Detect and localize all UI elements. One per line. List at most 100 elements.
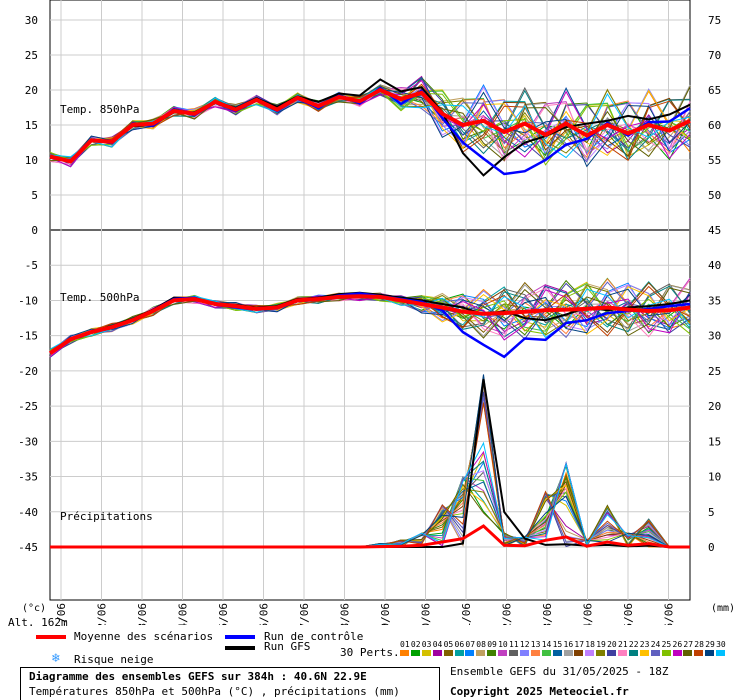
mean-precip-line xyxy=(50,524,690,549)
member-precip-line xyxy=(50,450,690,548)
copyright: Copyright 2025 Meteociel.fr xyxy=(450,685,629,698)
pert-number: 11 xyxy=(509,640,519,649)
pert-color-swatch xyxy=(585,650,595,656)
y-tick-right-500: 5 xyxy=(708,506,715,519)
pert-color-swatch xyxy=(530,650,540,656)
pert-number: 12 xyxy=(519,640,530,649)
y-tick-right-850: 75 xyxy=(708,14,721,27)
date-label: 09/06 xyxy=(379,603,392,625)
legend-gfs-swatch xyxy=(225,646,255,650)
pert-number: 21 xyxy=(618,640,628,649)
member-precip-line xyxy=(50,402,690,548)
pert-number: 17 xyxy=(574,640,585,649)
pert-number: 02 xyxy=(410,640,421,649)
y-tick-500: -40 xyxy=(18,506,38,519)
date-label: 07/06 xyxy=(298,603,311,625)
pert-number: 19 xyxy=(596,640,606,649)
legend-control-label: Run de contrôle xyxy=(264,630,364,643)
legend-mean-label: Moyenne des scénarios xyxy=(74,630,214,643)
y-tick-right-500: 30 xyxy=(708,330,721,343)
chart-area: 302520151050757065605550-5-10-15-20-25-3… xyxy=(18,0,735,625)
pert-number: 13 xyxy=(530,640,541,649)
y-tick-850: 15 xyxy=(25,119,38,132)
pert-color-swatch xyxy=(574,650,584,656)
pert-number: 09 xyxy=(487,640,497,649)
date-label: 04/06 xyxy=(177,603,190,625)
date-label: 03/06 xyxy=(136,603,149,625)
legend-mean-swatch xyxy=(36,635,66,639)
y-tick-850: 25 xyxy=(25,49,38,62)
date-label: 01/06 xyxy=(55,603,68,625)
pert-number: 29 xyxy=(705,640,715,649)
pert-number: 27 xyxy=(683,640,694,649)
member-precip-line xyxy=(50,387,690,548)
pert-number: 26 xyxy=(672,640,683,649)
panel-label-500: Temp. 500hPa xyxy=(60,291,139,304)
pert-color-swatch xyxy=(465,650,475,656)
pert-color-swatch xyxy=(607,650,617,656)
y-tick-500: -25 xyxy=(18,400,38,413)
date-label: 10/06 xyxy=(420,603,433,625)
y-tick-right-850: 55 xyxy=(708,154,721,167)
y-tick-500: -15 xyxy=(18,330,38,343)
pert-number: 18 xyxy=(585,640,595,649)
pert-color-swatch xyxy=(716,650,726,656)
member-precip-line xyxy=(50,391,690,548)
pert-color-swatch xyxy=(650,650,660,656)
y-tick-850: 0 xyxy=(31,224,38,237)
y-tick-850: 30 xyxy=(25,14,38,27)
y-tick-right-500: 40 xyxy=(708,259,721,272)
pert-color-swatch xyxy=(519,650,529,656)
y-tick-right-500: 15 xyxy=(708,435,721,448)
y-tick-850: 20 xyxy=(25,84,38,97)
panel-label-850: Temp. 850hPa xyxy=(60,103,139,116)
pert-color-swatch xyxy=(618,650,627,656)
pert-color-swatch xyxy=(596,650,606,656)
pert-number: 22 xyxy=(628,640,639,649)
snowflake-icon: ❄ xyxy=(52,651,60,666)
pert-color-swatch xyxy=(410,650,420,656)
perts-label: 30 Perts. xyxy=(340,646,400,659)
pert-number: 24 xyxy=(650,640,661,649)
y-tick-500: -45 xyxy=(18,541,38,554)
pert-color-swatch xyxy=(672,650,682,656)
member-precip-line xyxy=(50,397,690,548)
pert-number: 07 xyxy=(465,640,476,649)
pert-number: 15 xyxy=(552,640,563,649)
y-tick-right-500: 10 xyxy=(708,471,721,484)
pert-number: 10 xyxy=(498,640,508,649)
pert-number: 05 xyxy=(443,640,454,649)
y-tick-850: 5 xyxy=(31,189,38,202)
y-tick-right-500: 0 xyxy=(708,541,715,554)
pert-number: 20 xyxy=(607,640,617,649)
date-label: 16/06 xyxy=(663,603,676,625)
y-tick-500: -5 xyxy=(25,259,38,272)
pert-color-swatch xyxy=(498,650,508,656)
footer-title: Diagramme des ensembles GEFS sur 384h : … xyxy=(29,670,367,683)
mean-line-500 xyxy=(48,294,691,355)
pert-color-swatch xyxy=(639,650,649,656)
pert-color-swatch xyxy=(661,650,671,656)
pert-number: 06 xyxy=(454,640,465,649)
member-precip-line xyxy=(50,391,690,548)
pert-color-swatch xyxy=(694,650,704,656)
legend-control-swatch xyxy=(225,635,255,639)
pert-color-swatch xyxy=(552,650,562,656)
date-label: 05/06 xyxy=(217,603,230,625)
pert-number: 08 xyxy=(476,640,486,649)
y-tick-right-500: 25 xyxy=(708,365,721,378)
y-tick-500: -20 xyxy=(18,365,38,378)
altitude-label: Alt. 162m xyxy=(8,616,68,629)
pert-color-swatch xyxy=(400,650,409,656)
y-tick-right-500: 45 xyxy=(708,224,721,237)
pert-color-swatch xyxy=(432,650,442,656)
legend-snow-label: Risque neige xyxy=(74,653,154,666)
y-unit-left: (°c) xyxy=(22,603,46,614)
pert-color-swatch xyxy=(476,650,486,656)
mean-line-850 xyxy=(49,87,691,164)
date-label: 08/06 xyxy=(339,603,352,625)
y-tick-right-850: 50 xyxy=(708,189,721,202)
pert-color-swatch xyxy=(563,650,573,656)
footer-title-box: Diagramme des ensembles GEFS sur 384h : … xyxy=(20,667,440,700)
